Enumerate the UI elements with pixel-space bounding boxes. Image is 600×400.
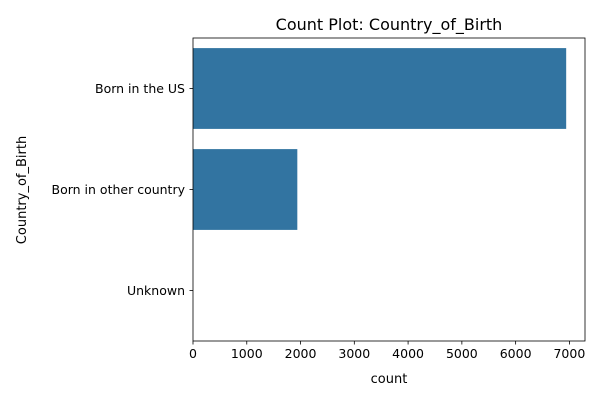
x-tick-label: 4000 bbox=[392, 346, 424, 361]
chart-title: Count Plot: Country_of_Birth bbox=[276, 15, 503, 35]
plot-frame bbox=[192, 37, 586, 342]
x-axis-label: count bbox=[371, 372, 408, 387]
x-ticks-group: 0 1000 2000 3000 4000 5000 6000 7000 bbox=[189, 341, 585, 361]
x-tick-label: 2000 bbox=[285, 346, 317, 361]
bars-group bbox=[193, 48, 567, 230]
y-axis-label: Country_of_Birth bbox=[15, 136, 30, 244]
x-tick-label: 3000 bbox=[338, 346, 370, 361]
y-ticks-group: Born in the US Born in other country Unkno… bbox=[52, 81, 193, 298]
bar bbox=[193, 48, 567, 129]
bar bbox=[193, 149, 298, 230]
x-tick-label: 6000 bbox=[500, 346, 532, 361]
y-tick-label: Born in the US bbox=[95, 81, 185, 96]
x-tick-label: 1000 bbox=[231, 346, 263, 361]
x-tick-label: 0 bbox=[189, 346, 197, 361]
y-tick-label: Unknown bbox=[127, 283, 185, 298]
x-tick-label: 7000 bbox=[553, 346, 585, 361]
y-tick-label: Born in other country bbox=[52, 182, 186, 197]
x-tick-label: 5000 bbox=[446, 346, 478, 361]
